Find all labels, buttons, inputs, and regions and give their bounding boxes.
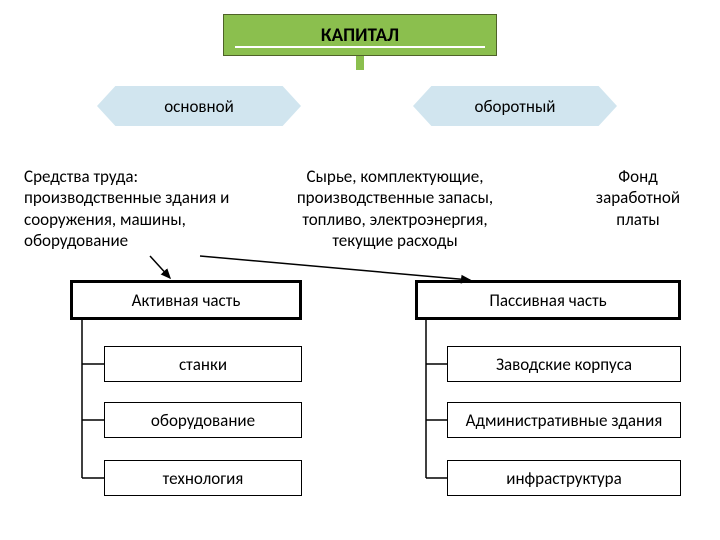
desc-right: Фонд заработной платы <box>578 166 698 230</box>
active-item: технология <box>104 460 302 496</box>
title-text: КАПИТАЛ <box>321 24 399 47</box>
branch-right-label: оборотный <box>475 96 556 117</box>
desc-left: Средства труда: производственные здания … <box>24 166 254 251</box>
branch-left: основной <box>97 86 301 126</box>
active-item: оборудование <box>104 402 302 438</box>
passive-item: инфраструктура <box>447 460 681 496</box>
branch-left-label: основной <box>164 96 234 117</box>
passive-header: Пассивная часть <box>415 280 681 320</box>
connectors <box>0 0 720 540</box>
passive-header-label: Пассивная часть <box>489 290 606 311</box>
active-header-label: Активная часть <box>132 290 241 311</box>
active-item: станки <box>104 346 302 382</box>
passive-item: Административные здания <box>447 402 681 438</box>
title-arrow-tail <box>356 56 364 70</box>
title-box: КАПИТАЛ <box>223 14 497 56</box>
desc-mid: Сырье, комплектующие, производственные з… <box>275 166 515 251</box>
branch-right: оборотный <box>413 86 617 126</box>
passive-item: Заводские корпуса <box>447 346 681 382</box>
active-header: Активная часть <box>70 280 302 320</box>
title-underline <box>235 46 485 48</box>
